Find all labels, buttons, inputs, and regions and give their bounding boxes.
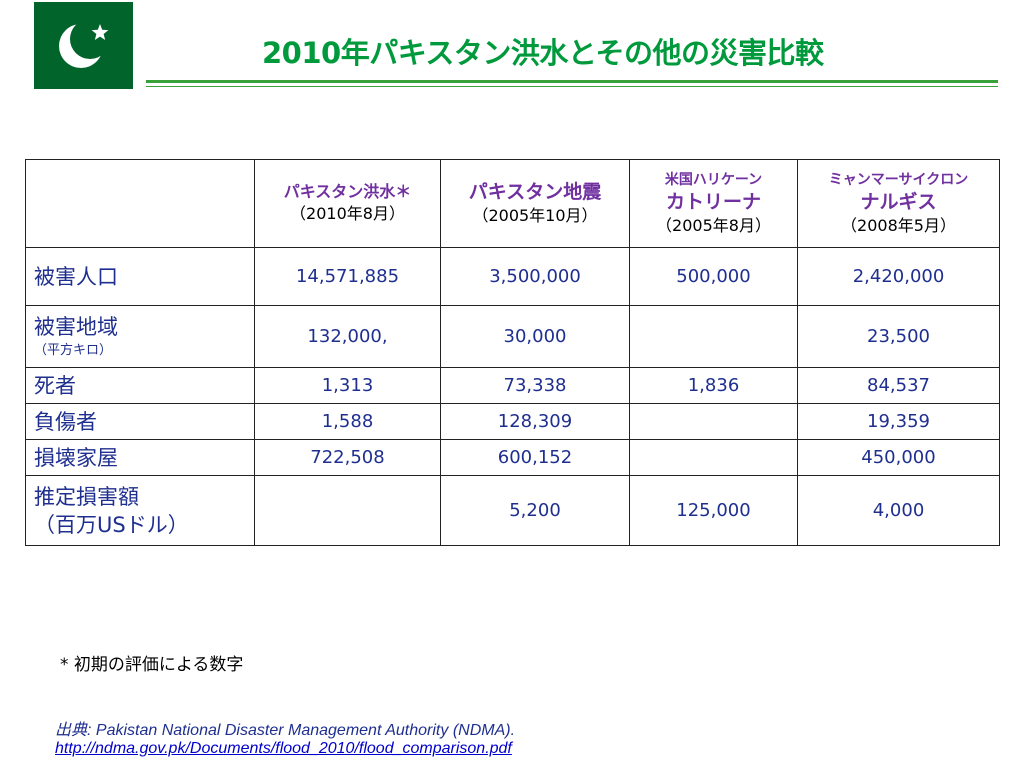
column-header-date: （2010年8月） (290, 203, 405, 223)
table-cell: 3,500,000 (440, 247, 630, 306)
table-cell: 1,836 (629, 367, 798, 404)
column-header-main: カトリーナ (665, 190, 761, 213)
table-cell: 1,313 (254, 367, 441, 404)
table-cell: 4,000 (797, 475, 1000, 546)
source-prefix: 出典 (55, 722, 88, 739)
column-header-date: （2008年5月） (841, 215, 956, 235)
column-header-main: ナルギス (860, 190, 937, 213)
column-header: ミャンマーサイクロン ナルギス （2008年5月） (797, 159, 1000, 248)
table-cell (629, 439, 798, 476)
table-cell (629, 403, 798, 440)
table-cell: 73,338 (440, 367, 630, 404)
column-header-date: （2005年10月） (472, 205, 598, 225)
table-cell: 2,420,000 (797, 247, 1000, 306)
column-header: 米国ハリケーン カトリーナ （2005年8月） (629, 159, 798, 248)
column-header-main: パキスタン地震 (468, 180, 602, 203)
table-cell: 14,571,885 (254, 247, 441, 306)
table-row: 推定損害額 （百万USドル） 5,200 125,000 4,000 (25, 475, 1000, 546)
column-header: パキスタン地震 （2005年10月） (440, 159, 630, 248)
header-row: パキスタン洪水＊ （2010年8月） パキスタン地震 （2005年10月） 米国… (25, 159, 1000, 248)
table-cell (629, 305, 798, 368)
table-row: 死者 1,313 73,338 1,836 84,537 (25, 367, 1000, 404)
table-cell: 500,000 (629, 247, 798, 306)
table-cell: 450,000 (797, 439, 1000, 476)
pakistan-flag (34, 2, 133, 89)
source-text: : Pakistan National Disaster Management … (87, 722, 516, 739)
row-label: 死者 (25, 367, 255, 404)
column-header-small: 米国ハリケーン (664, 171, 763, 188)
table-cell: 23,500 (797, 305, 1000, 368)
column-header-date: （2005年8月） (656, 215, 771, 235)
row-label: 損壊家屋 (25, 439, 255, 476)
comparison-table: パキスタン洪水＊ （2010年8月） パキスタン地震 （2005年10月） 米国… (25, 159, 1000, 546)
page-title: 2010年パキスタン洪水とその他の災害比較 (262, 36, 824, 70)
table-cell: 19,359 (797, 403, 1000, 440)
row-label: 推定損害額 （百万USドル） (25, 475, 255, 546)
table-cell (254, 475, 441, 546)
table-cell: 84,537 (797, 367, 1000, 404)
table-row: 被害人口 14,571,885 3,500,000 500,000 2,420,… (25, 247, 1000, 306)
source-citation: 出典: Pakistan National Disaster Managemen… (55, 716, 515, 740)
row-sublabel: （平方キロ） (34, 342, 113, 358)
table-cell: 722,508 (254, 439, 441, 476)
table-cell: 132,000, (254, 305, 441, 368)
table-cell: 600,152 (440, 439, 630, 476)
footnote: * 初期の評価による数字 (60, 655, 244, 675)
row-label: 被害人口 (25, 247, 255, 306)
source-link[interactable]: http://ndma.gov.pk/Documents/flood_2010/… (55, 740, 512, 757)
title-divider (146, 80, 998, 83)
table-row: 負傷者 1,588 128,309 19,359 (25, 403, 1000, 440)
table-cell: 125,000 (629, 475, 798, 546)
table-row: 損壊家屋 722,508 600,152 450,000 (25, 439, 1000, 476)
star-icon (91, 24, 109, 40)
title-divider-thin (146, 86, 998, 87)
column-header-small: ミャンマーサイクロン (828, 171, 969, 188)
table-cell: 1,588 (254, 403, 441, 440)
row-label: 被害地域 （平方キロ） (25, 305, 255, 368)
row-label: 負傷者 (25, 403, 255, 440)
column-header-main: パキスタン洪水＊ (283, 181, 412, 201)
corner-cell (25, 159, 255, 248)
row-sublabel: （百万USドル） (34, 512, 189, 537)
table-cell: 5,200 (440, 475, 630, 546)
table-row: 被害地域 （平方キロ） 132,000, 30,000 23,500 (25, 305, 1000, 368)
table-cell: 128,309 (440, 403, 630, 440)
column-header: パキスタン洪水＊ （2010年8月） (254, 159, 441, 248)
table-cell: 30,000 (440, 305, 630, 368)
